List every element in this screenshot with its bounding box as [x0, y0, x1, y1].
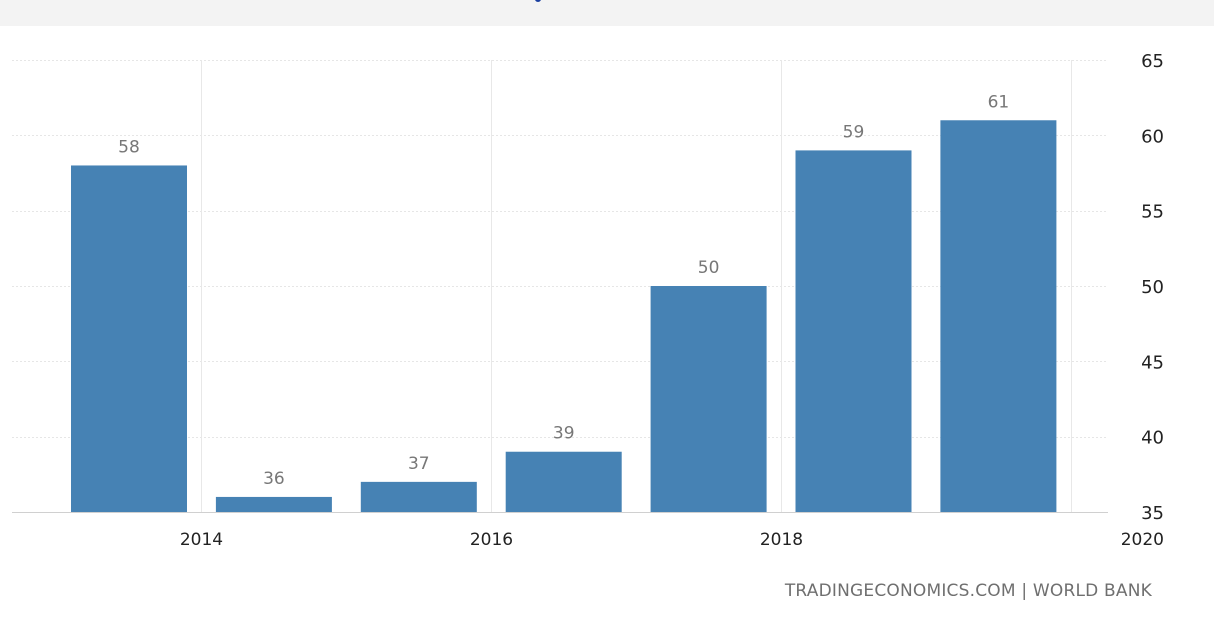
horizontal-gridlines	[12, 60, 1108, 513]
y-tick-label: 65	[1141, 51, 1164, 72]
title-band	[0, 0, 1214, 26]
value-label-2015: 37	[408, 454, 430, 474]
value-label-2014: 36	[263, 469, 285, 489]
value-label-2019: 61	[988, 92, 1010, 112]
bar-2018	[795, 150, 912, 512]
bar-2016	[505, 451, 622, 512]
value-label-2017: 50	[698, 258, 720, 278]
y-tick-label: 55	[1141, 202, 1164, 223]
value-label-2018: 59	[843, 122, 865, 142]
bar-2013	[71, 165, 187, 512]
title-glyph-fragment	[533, 0, 543, 5]
x-tick-label: 2016	[470, 530, 513, 550]
y-tick-label: 35	[1141, 503, 1164, 524]
x-axis-ticks: 2014 2016 2018 2020	[180, 530, 1164, 550]
vertical-gridlines	[201, 60, 1072, 512]
y-tick-label: 40	[1141, 428, 1164, 449]
x-tick-label: 2014	[180, 530, 223, 550]
bars	[71, 120, 1057, 513]
x-tick-label: 2018	[760, 530, 803, 550]
bar-2019	[940, 120, 1057, 513]
source-attribution: TRADINGECONOMICS.COM | WORLD BANK	[784, 581, 1152, 601]
bar-2014	[215, 496, 332, 512]
y-tick-label: 50	[1141, 277, 1164, 298]
value-label-2016: 39	[553, 424, 575, 444]
value-label-2013: 58	[118, 137, 140, 157]
y-axis-ticks: 35 40 45 50 55 60 65	[1141, 51, 1164, 524]
y-tick-label: 45	[1141, 352, 1164, 373]
y-tick-label: 60	[1141, 126, 1164, 147]
bar-2017	[650, 286, 767, 512]
x-tick-label: 2020	[1121, 530, 1164, 550]
bar-2015	[360, 481, 477, 512]
value-labels: 58 36 37 39 50 59 61	[118, 92, 1009, 489]
